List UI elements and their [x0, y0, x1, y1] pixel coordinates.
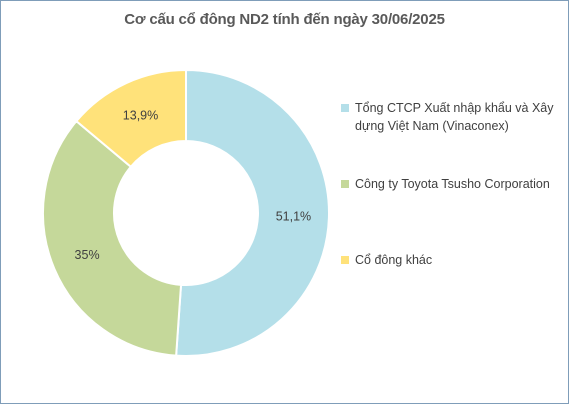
legend-swatch-toyota-tsusho: [341, 180, 349, 188]
donut-slice-toyota-tsusho: [42, 119, 183, 357]
legend-swatch-vinaconex: [341, 104, 349, 112]
donut-slice-other-shareholders: [74, 68, 187, 169]
donut-slice-vinaconex: [175, 68, 330, 357]
data-label-toyota-tsusho: 35%: [75, 248, 100, 262]
legend-label-other-shareholders: Cổ đông khác: [355, 253, 433, 267]
chart-legend: Tổng CTCP Xuất nhập khẩu và Xây dựng Việ…: [341, 99, 561, 309]
legend-item-toyota-tsusho: Công ty Toyota Tsusho Corporation: [341, 175, 561, 193]
legend-item-vinaconex: Tổng CTCP Xuất nhập khẩu và Xây dựng Việ…: [341, 99, 561, 135]
chart-title: Cơ cấu cổ đông ND2 tính đến ngày 30/06/2…: [124, 11, 445, 28]
legend-item-other-shareholders: Cổ đông khác: [341, 251, 561, 269]
legend-label-vinaconex: Tổng CTCP Xuất nhập khẩu và Xây dựng Việ…: [355, 101, 554, 133]
data-label-vinaconex: 51,1%: [276, 210, 311, 224]
legend-swatch-other-shareholders: [341, 256, 349, 264]
legend-label-toyota-tsusho: Công ty Toyota Tsusho Corporation: [355, 177, 550, 191]
data-label-other-shareholders: 13,9%: [123, 109, 158, 123]
